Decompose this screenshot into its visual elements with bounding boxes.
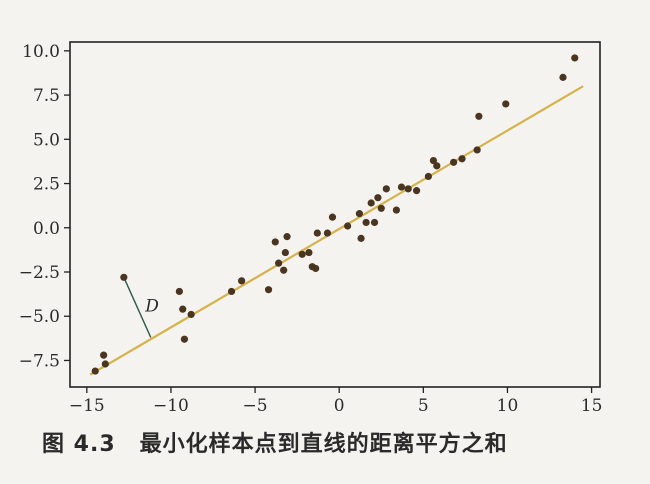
data-point	[120, 273, 128, 281]
x-tick-label: 5	[418, 396, 429, 416]
y-tick-label: −2.5	[19, 263, 60, 283]
data-point	[433, 162, 441, 170]
fit-line-layer	[89, 85, 584, 376]
data-point	[313, 229, 321, 237]
figure-caption: 图 4.3 最小化样本点到直线的距离平方之和	[42, 426, 508, 458]
data-point	[264, 286, 273, 294]
data-point	[473, 146, 481, 154]
regression-line	[89, 85, 584, 376]
data-point	[367, 199, 375, 207]
data-point	[571, 54, 579, 62]
data-point	[458, 155, 466, 163]
data-point	[377, 204, 385, 212]
data-point	[91, 367, 99, 375]
data-point	[429, 156, 438, 165]
data-point	[305, 248, 313, 257]
data-point	[283, 233, 291, 241]
data-point	[374, 194, 382, 202]
data-point	[238, 277, 246, 285]
tick-labels: −15 −10 −5 0 5 10 15 10.0 7.5 5.0 2.5 0.0 −2.5 −5.0 −7…	[19, 42, 603, 416]
data-point	[280, 266, 288, 274]
y-tick-label: 0.0	[33, 219, 60, 239]
data-point	[355, 210, 363, 218]
data-point	[502, 100, 510, 108]
y-tick-label: −7.5	[19, 351, 60, 371]
data-point	[271, 238, 279, 246]
data-point	[370, 218, 379, 227]
y-tick-label: −5.0	[19, 307, 60, 327]
axes	[64, 41, 601, 393]
data-point	[397, 183, 406, 191]
data-point	[227, 287, 236, 296]
distance-segment	[123, 277, 152, 338]
data-point	[559, 73, 567, 81]
x-tick-label: 10	[497, 396, 519, 416]
y-tick-label: 7.5	[33, 86, 60, 106]
data-point	[187, 310, 195, 319]
data-point	[298, 250, 306, 258]
figure-number: 图 4.3	[42, 432, 116, 457]
data-point	[344, 222, 352, 230]
y-tick-label: 5.0	[33, 130, 60, 150]
data-point	[357, 234, 365, 242]
data-point	[101, 360, 109, 368]
data-point	[362, 218, 370, 227]
data-point	[179, 305, 187, 313]
data-point	[323, 229, 332, 237]
scatter-plot: −15 −10 −5 0 5 10 15 10.0 7.5 5.0 2.5 0.0 −2.5 −5.0 −7…	[19, 41, 603, 416]
data-point	[328, 213, 337, 221]
data-point	[382, 185, 390, 193]
data-point	[450, 158, 458, 166]
plot-frame	[69, 41, 601, 388]
x-tick-label: −10	[153, 396, 189, 416]
x-tick-label: 0	[334, 396, 345, 416]
y-tick-label: 2.5	[33, 175, 60, 195]
distance-annotation: D	[123, 277, 159, 338]
data-point	[413, 187, 421, 195]
data-points	[91, 54, 579, 375]
data-point	[275, 259, 283, 267]
x-tick-label: −5	[243, 396, 268, 416]
x-tick-label: −15	[69, 396, 105, 416]
distance-label: D	[144, 296, 159, 316]
data-point	[424, 172, 432, 181]
data-point	[281, 248, 289, 257]
data-point	[100, 351, 108, 359]
y-tick-label: 10.0	[22, 42, 60, 62]
data-point	[180, 335, 189, 343]
caption-text: 最小化样本点到直线的距离平方之和	[139, 432, 508, 457]
data-point	[175, 287, 183, 296]
data-point	[392, 206, 401, 214]
data-point	[404, 185, 412, 193]
x-tick-label: 15	[581, 396, 603, 416]
data-point	[475, 112, 483, 120]
data-point	[312, 264, 320, 273]
